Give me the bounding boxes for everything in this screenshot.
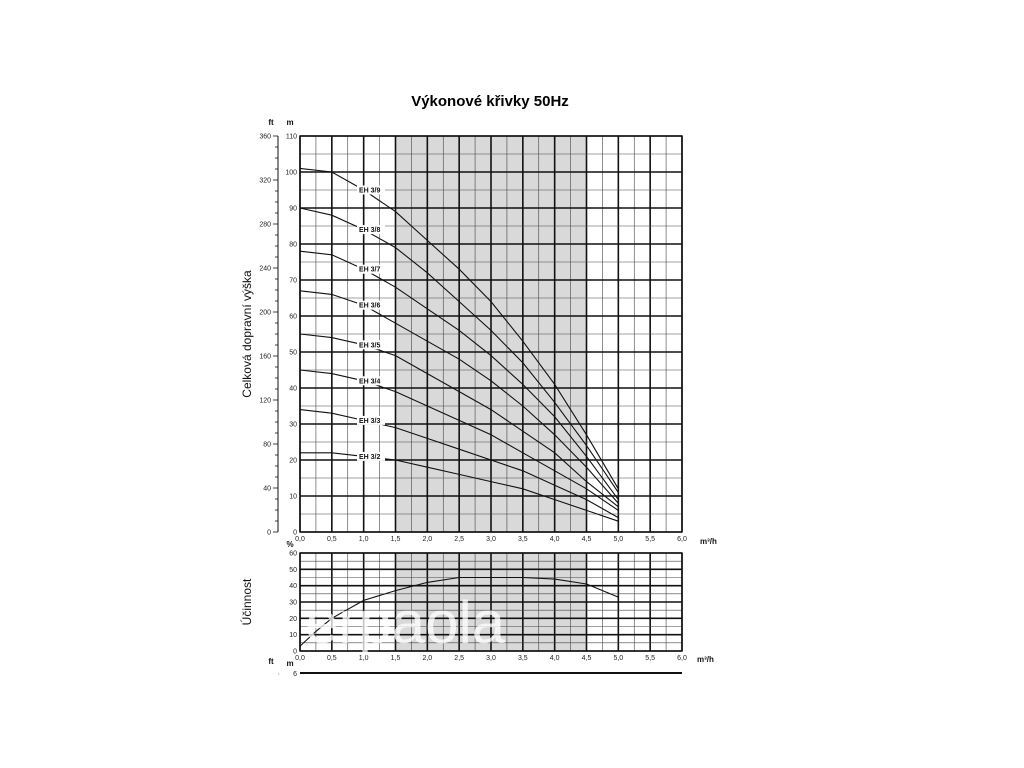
x-tick-label: 4,0 bbox=[550, 655, 560, 662]
y2-tick-label: 120 bbox=[259, 398, 271, 405]
curve-label-bg bbox=[357, 225, 385, 235]
x-tick-label: 4,5 bbox=[582, 655, 592, 662]
x-tick-label: 6,0 bbox=[677, 655, 687, 662]
y2-tick-label: 40 bbox=[263, 486, 271, 493]
x-tick-label: 5,0 bbox=[613, 536, 623, 543]
curve-line bbox=[300, 452, 619, 522]
y-tick-label: 40 bbox=[289, 386, 297, 393]
x-tick-label: 4,0 bbox=[550, 536, 560, 543]
y-tick-label: 90 bbox=[289, 206, 297, 213]
x-tick-label: 5,5 bbox=[645, 536, 655, 543]
y-tick-label: 110 bbox=[286, 134, 297, 141]
curve-label-bg bbox=[357, 376, 385, 386]
efficiency-curve bbox=[299, 576, 619, 647]
curve-label-bg bbox=[357, 415, 385, 425]
y2-tick-label: 160 bbox=[259, 354, 271, 361]
y2-tick-label: 200 bbox=[259, 310, 271, 317]
y-tick-label: 60 bbox=[289, 551, 297, 558]
curve-label: EH 3/2 bbox=[359, 454, 381, 461]
x-unit-label: m³/h bbox=[697, 655, 714, 664]
curve-label: EH 3/6 bbox=[359, 303, 381, 310]
y-axis-title: Účinnost bbox=[239, 578, 254, 625]
x-tick-label: 3,0 bbox=[486, 655, 496, 662]
curve-label: EH 3/7 bbox=[359, 267, 381, 274]
y-tick-label: 40 bbox=[289, 583, 297, 590]
curve-line bbox=[299, 333, 619, 508]
y-tick-label: 0 bbox=[293, 530, 297, 537]
x-tick-label: 2,5 bbox=[454, 536, 464, 543]
x-unit-label: m³/h bbox=[700, 537, 717, 546]
y-tick-label: 50 bbox=[289, 350, 297, 357]
curve-label-bg bbox=[357, 300, 385, 310]
plot-frame bbox=[299, 552, 683, 652]
x-tick-label: 3,0 bbox=[486, 536, 496, 543]
curve-line bbox=[299, 250, 619, 500]
y2-unit-label: ft bbox=[268, 657, 274, 666]
x-tick-label: 0,0 bbox=[295, 655, 305, 662]
x-tick-label: 1,5 bbox=[391, 655, 401, 662]
y-tick-label: 20 bbox=[289, 616, 297, 623]
y2-tick-label: 360 bbox=[259, 134, 271, 141]
y2-unit-label: ft bbox=[268, 118, 274, 127]
curve-label-bg bbox=[357, 340, 385, 350]
x-tick-label: 6,0 bbox=[677, 536, 687, 543]
x-tick-label: 0,5 bbox=[327, 655, 337, 662]
curve-line bbox=[299, 369, 619, 511]
curve-line bbox=[299, 167, 619, 490]
x-tick-label: 2,0 bbox=[422, 655, 432, 662]
efficiency-chart: 0 10 20 30 40 50 60% Účinnost 0,0 0,5 1,0 1,5 2,0 2,5… bbox=[239, 540, 714, 664]
x-tick-label: 4,5 bbox=[582, 536, 592, 543]
curve-line bbox=[299, 290, 619, 504]
y2-tick-label: 0 bbox=[267, 530, 271, 537]
y-tick-label: 0 bbox=[293, 649, 297, 656]
y-tick-label: 10 bbox=[289, 494, 297, 501]
x-tick-label: 2,0 bbox=[422, 536, 432, 543]
x-tick-label: 5,5 bbox=[645, 655, 655, 662]
curve-label: EH 3/4 bbox=[359, 378, 381, 385]
y-tick-label: 10 bbox=[289, 632, 297, 639]
y-unit-label: m bbox=[286, 659, 293, 668]
curve-line bbox=[299, 409, 619, 519]
y-tick-label: 30 bbox=[289, 600, 297, 607]
x-tick-label: 0,0 bbox=[295, 536, 305, 543]
x-tick-label: 3,5 bbox=[518, 655, 528, 662]
y2-tick-label: 240 bbox=[259, 266, 271, 273]
y2-tick-label: · bbox=[278, 671, 280, 678]
x-tick-label: 0,5 bbox=[327, 536, 337, 543]
curve-label-bg bbox=[357, 264, 385, 274]
y-tick-label: 20 bbox=[289, 458, 297, 465]
x-tick-label: 3,5 bbox=[518, 536, 528, 543]
y-tick-label: 100 bbox=[285, 170, 297, 177]
x-tick-label: 2,5 bbox=[454, 655, 464, 662]
curve-line bbox=[299, 207, 619, 493]
curve-label-bg bbox=[357, 451, 385, 461]
y-tick-label: 6 bbox=[293, 671, 297, 678]
x-tick-label: 5,0 bbox=[613, 655, 623, 662]
y2-tick-label: 320 bbox=[259, 178, 271, 185]
y-tick-label: 80 bbox=[289, 242, 297, 249]
watermark: erpaola bbox=[305, 589, 506, 656]
curve-label-bg bbox=[357, 185, 385, 195]
y-axis-title: Celková dopravní výška bbox=[240, 270, 254, 398]
curve-label: EH 3/3 bbox=[359, 418, 381, 425]
y-unit-label: m bbox=[286, 118, 293, 127]
y-unit-label: % bbox=[286, 540, 293, 549]
curve-label: EH 3/9 bbox=[359, 188, 381, 195]
y2-tick-label: 280 bbox=[259, 222, 271, 229]
npsh-strip: ft m6 · bbox=[268, 657, 682, 678]
y-tick-label: 60 bbox=[289, 314, 297, 321]
y2-tick-label: 80 bbox=[263, 442, 271, 449]
head-chart: 0 10 20 30 40 50 60 70 80 90 100 110 0 40 80 120 160 200 2… bbox=[240, 118, 717, 546]
y-tick-label: 50 bbox=[289, 567, 297, 574]
x-tick-label: 1,0 bbox=[359, 655, 369, 662]
curve-label: EH 3/8 bbox=[359, 227, 381, 234]
y-tick-label: 70 bbox=[289, 278, 297, 285]
curve-label: EH 3/5 bbox=[359, 342, 381, 349]
y-tick-label: 30 bbox=[289, 422, 297, 429]
x-tick-label: 1,5 bbox=[391, 536, 401, 543]
x-tick-label: 1,0 bbox=[359, 536, 369, 543]
chart-title: Výkonové křivky 50Hz bbox=[411, 93, 569, 110]
